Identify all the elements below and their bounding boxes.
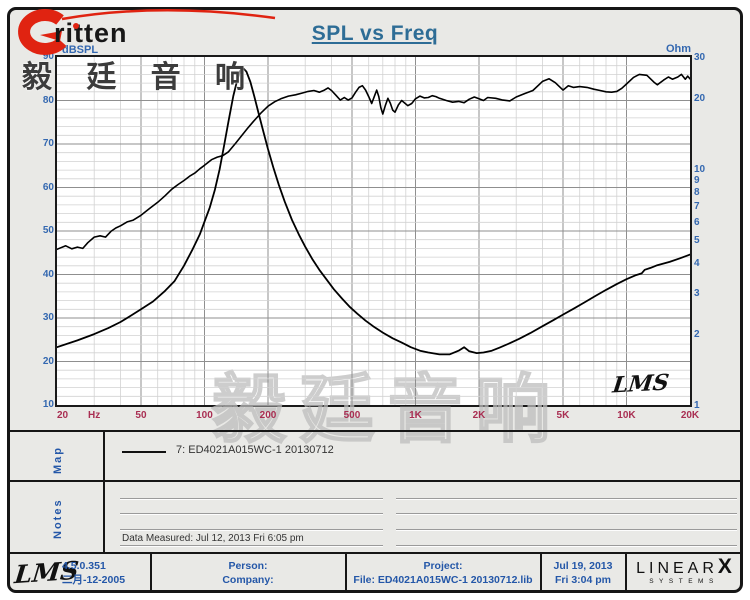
divider-map-notes	[7, 480, 743, 482]
x-tick-label: 20	[57, 410, 69, 421]
y-right-tick-label: 1	[694, 400, 700, 411]
y-right-tick-label: 20	[694, 93, 706, 105]
y-right-tick-label: 8	[694, 187, 700, 199]
y-left-tick-label: 20	[42, 355, 54, 367]
y-left-tick-label: 90	[42, 51, 54, 62]
note-line	[120, 498, 383, 499]
file-label: File: ED4021A015WC-1 20130712.lib	[353, 574, 533, 586]
x-tick-label: 50	[135, 410, 147, 421]
note-line	[396, 545, 737, 546]
y-left-tick-label: 50	[42, 225, 54, 236]
y-left-tick-label: 10	[42, 399, 54, 410]
version-number: 4.5.0.351	[62, 560, 106, 572]
footer-divider	[345, 552, 347, 590]
footer-divider	[150, 552, 152, 590]
y-left-tick-label: 40	[42, 268, 54, 280]
brand-logo	[10, 6, 280, 56]
y-right-tick-label: 30	[694, 52, 706, 63]
y-right-tick-label: 6	[694, 216, 700, 228]
chart-canvas	[57, 57, 690, 405]
linearx-linear-text: LINEAR	[636, 560, 718, 577]
brand-swoosh-icon	[18, 8, 276, 55]
linearx-x-text: X	[717, 555, 732, 578]
legend-entry: 7: ED4021A015WC-1 20130712	[176, 444, 334, 456]
brand-logo-text: ritten	[54, 18, 128, 48]
y-right-tick-label: 4	[694, 258, 700, 270]
note-line	[396, 529, 737, 530]
footer-time: Fri 3:04 pm	[554, 574, 612, 586]
divider-label-column	[103, 430, 105, 552]
note-line	[396, 498, 737, 499]
linearx-logo: LINEARX SYSTEMS	[632, 555, 736, 585]
version-cell: 4.5.0.351 二月-12-2005	[62, 556, 148, 590]
legend-line-sample	[122, 451, 166, 453]
x-tick-label: 2K	[472, 410, 486, 421]
page-title: SPL vs Freq	[311, 22, 439, 45]
linearx-systems-text: SYSTEMS	[649, 578, 719, 585]
brand-i-dot	[73, 23, 79, 29]
y-right-tick-label: 10	[694, 164, 706, 176]
divider-notes-footer	[7, 552, 743, 554]
note-line	[396, 513, 737, 514]
x-tick-label: 500	[343, 410, 361, 421]
version-date: 二月-12-2005	[62, 574, 126, 586]
project-label: Project:	[423, 560, 463, 572]
y-left-tick-label: 60	[42, 181, 54, 193]
y-right-tick-label: 3	[694, 287, 700, 299]
y-left-tick-label: 30	[42, 312, 54, 323]
x-axis-unit: Hz	[88, 410, 101, 421]
divider-chart-map	[7, 430, 743, 432]
x-tick-label: 1K	[409, 410, 422, 421]
x-tick-label: 100	[196, 410, 213, 421]
note-line	[120, 529, 383, 530]
data-measured-text: Data Measured: Jul 12, 2013 Fri 6:05 pm	[122, 533, 304, 544]
project-file-cell: Project: File: ED4021A015WC-1 20130712.l…	[347, 556, 539, 590]
y-right-axis-label: Ohm	[666, 43, 692, 55]
x-tick-label: 20K	[680, 410, 700, 421]
map-section-label: Map	[52, 446, 64, 474]
footer-divider	[625, 552, 627, 590]
datetime-cell: Jul 19, 2013 Fri 3:04 pm	[542, 556, 624, 590]
x-tick-label: 200	[259, 410, 277, 421]
note-line	[120, 545, 383, 546]
x-tick-label: 5K	[556, 410, 570, 421]
notes-section-label: Notes	[52, 498, 64, 539]
person-label: Person:	[228, 560, 268, 572]
y-left-axis-label: dBSPL	[62, 44, 99, 56]
y-right-tick-label: 7	[694, 200, 700, 212]
note-line	[120, 513, 383, 514]
person-company-cell: Person: Company:	[152, 556, 344, 590]
x-tick-label: 10K	[617, 410, 636, 421]
y-right-tick-label: 2	[694, 329, 700, 341]
curve-impedance	[57, 67, 690, 356]
curve-spl	[57, 73, 690, 251]
brand-chinese-text: 毅 廷 音 响	[22, 61, 259, 94]
y-right-tick-label: 5	[694, 235, 700, 247]
y-right-tick-label: 9	[694, 175, 700, 187]
y-left-tick-label: 80	[42, 94, 54, 106]
footer-date: Jul 19, 2013	[553, 560, 613, 572]
company-label: Company:	[222, 574, 274, 586]
lms-chart-logo: LMS	[611, 369, 671, 399]
y-left-tick-label: 70	[42, 138, 54, 149]
footer-divider	[540, 552, 542, 590]
